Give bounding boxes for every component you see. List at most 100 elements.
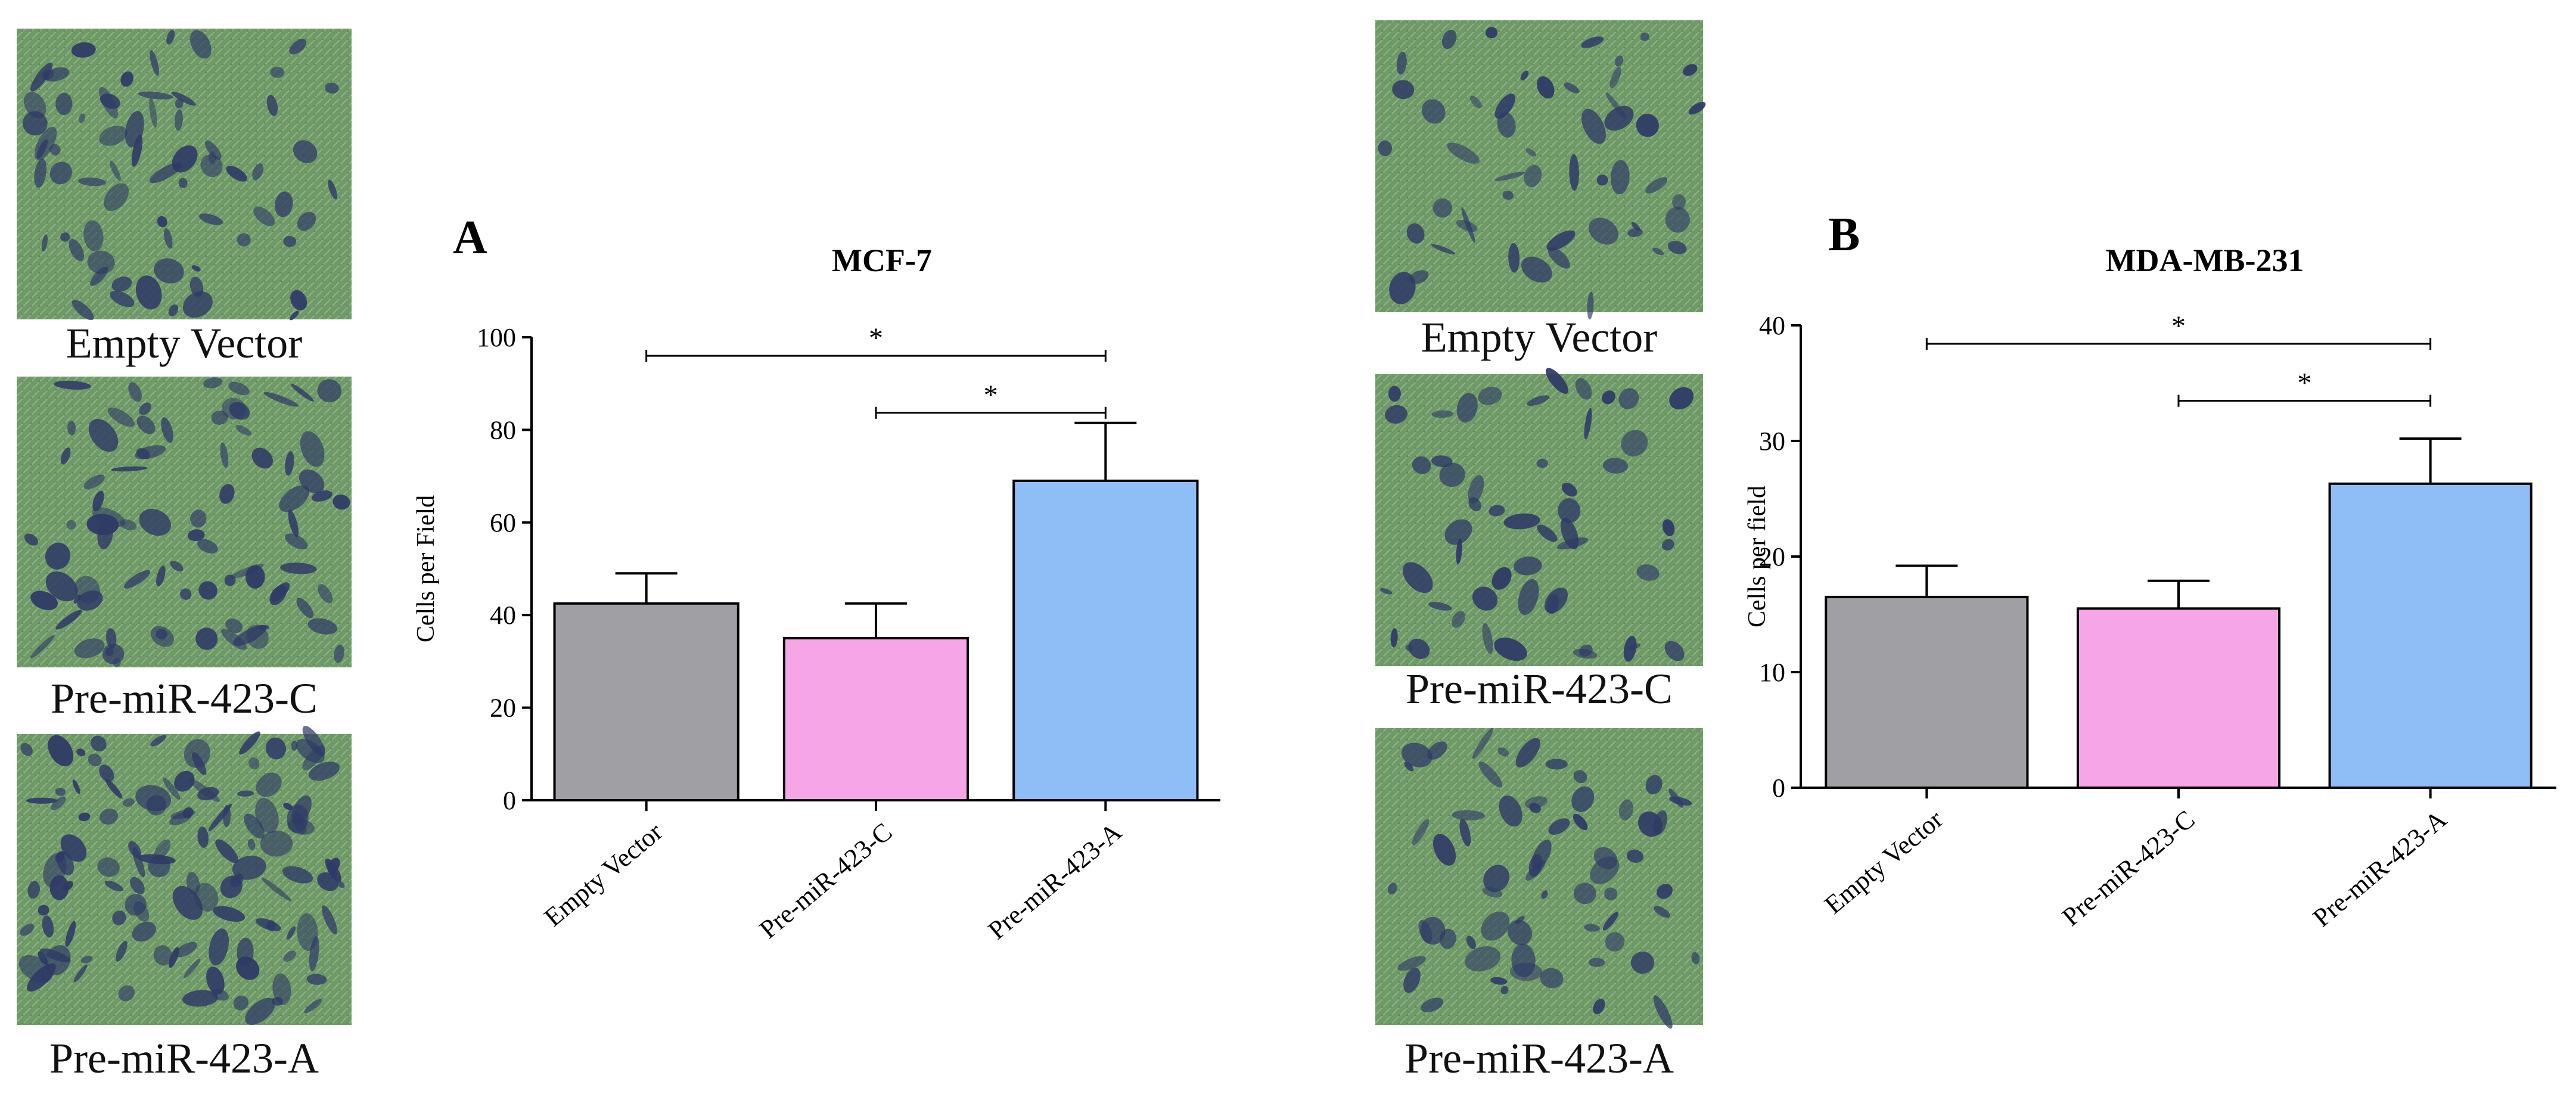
cell-blob bbox=[72, 779, 80, 794]
cell-blob bbox=[38, 905, 49, 916]
cell-blob bbox=[1615, 55, 1624, 67]
cell-blob bbox=[265, 737, 287, 760]
bar bbox=[1012, 479, 1199, 801]
cell-blob bbox=[307, 618, 338, 635]
cell-blob bbox=[51, 796, 66, 810]
y-tick-label: 10 bbox=[1759, 658, 1785, 687]
caption-pre-mir-423-a-a: Pre-miR-423-A bbox=[49, 1034, 319, 1082]
cell-blob bbox=[175, 941, 197, 958]
cell-blob bbox=[1664, 641, 1685, 661]
cell-blob bbox=[79, 113, 86, 123]
cell-blob bbox=[149, 97, 157, 128]
cell-blob bbox=[1497, 111, 1516, 138]
micrograph-pre-mir-423-a-b-cells bbox=[1387, 728, 1700, 1029]
cell-blob bbox=[99, 764, 114, 782]
cell-blob bbox=[26, 797, 58, 804]
cell-blob bbox=[1515, 738, 1540, 768]
cell-blob bbox=[122, 798, 135, 807]
cell-blob bbox=[1508, 243, 1520, 273]
cell-blob bbox=[48, 735, 74, 767]
cell-blob bbox=[88, 753, 102, 766]
cell-blob bbox=[1610, 160, 1630, 195]
cell-blob bbox=[200, 154, 223, 178]
cell-blob bbox=[233, 995, 248, 1011]
cell-blob bbox=[1645, 775, 1663, 795]
cell-blob bbox=[111, 466, 148, 472]
cell-blob bbox=[178, 178, 188, 188]
cell-blob bbox=[150, 50, 159, 76]
cell-blob bbox=[1645, 177, 1668, 194]
cell-blob bbox=[219, 484, 235, 504]
cell-blob bbox=[253, 206, 275, 226]
cell-blob bbox=[1502, 191, 1514, 200]
cell-blob bbox=[78, 177, 107, 187]
bar-chart-mda-mb-231: 0 10 20 30 40 Cells per field Empty Vector Pre-… bbox=[1744, 310, 2556, 933]
cell-blob bbox=[1392, 80, 1415, 100]
cell-blob bbox=[251, 447, 274, 469]
micrograph-pre-mir-423-c-a-cells bbox=[24, 377, 350, 667]
cell-blob bbox=[105, 778, 123, 799]
cell-blob bbox=[1669, 387, 1694, 410]
cell-blob bbox=[1605, 932, 1625, 952]
cell-blob bbox=[1672, 194, 1686, 210]
cell-blob bbox=[107, 407, 135, 427]
cell-blob bbox=[237, 790, 254, 797]
cell-blob bbox=[299, 469, 325, 493]
cell-blob bbox=[20, 742, 33, 756]
cell-blob bbox=[255, 798, 279, 834]
cell-blob bbox=[138, 91, 173, 100]
cell-blob bbox=[1469, 95, 1482, 108]
cell-blob bbox=[1378, 140, 1393, 157]
cell-blob bbox=[1661, 539, 1674, 551]
cell-blob bbox=[237, 937, 254, 966]
cell-blob bbox=[317, 872, 338, 891]
cell-blob bbox=[128, 382, 142, 402]
chart-title-b: MDA-MB-231 bbox=[2106, 243, 2304, 278]
cell-blob bbox=[1602, 458, 1629, 474]
cell-blob bbox=[209, 928, 229, 966]
cell-blob bbox=[189, 30, 212, 59]
micrograph-empty-vector-a-cells bbox=[23, 30, 339, 321]
x-category-label: Empty Vector bbox=[1819, 804, 1949, 920]
cell-blob bbox=[1431, 455, 1453, 467]
significance-label: * bbox=[2297, 368, 2311, 399]
cell-blob bbox=[1508, 919, 1533, 946]
cell-blob bbox=[55, 788, 66, 796]
cell-blob bbox=[1640, 32, 1649, 41]
y-tick-label: 20 bbox=[490, 694, 516, 723]
cell-blob bbox=[116, 940, 128, 962]
cell-blob bbox=[194, 882, 219, 912]
cell-blob bbox=[225, 618, 243, 633]
cell-blob bbox=[1421, 99, 1446, 124]
y-tick-label: 0 bbox=[503, 786, 516, 815]
cell-blob bbox=[333, 494, 350, 510]
cell-blob bbox=[280, 562, 317, 574]
panel-a-micrographs: Empty Vector Pre-miR-423-C Pre-miR-423-A bbox=[17, 29, 352, 1082]
cell-blob bbox=[1569, 154, 1579, 191]
cell-blob bbox=[131, 134, 143, 167]
cell-blob bbox=[203, 377, 223, 389]
cell-blob bbox=[30, 635, 55, 658]
cell-blob bbox=[1389, 272, 1416, 304]
cell-blob bbox=[175, 109, 183, 131]
cell-blob bbox=[74, 576, 101, 604]
cell-blob bbox=[1421, 997, 1444, 1012]
cell-blob bbox=[237, 233, 251, 247]
cell-blob bbox=[306, 974, 327, 985]
cell-blob bbox=[1388, 386, 1401, 402]
x-category-label: Pre-miR-423-C bbox=[754, 817, 897, 944]
cell-blob bbox=[49, 144, 61, 156]
caption-pre-mir-423-c-b: Pre-miR-423-C bbox=[1406, 665, 1673, 713]
cell-blob bbox=[1654, 906, 1670, 918]
cell-blob bbox=[65, 921, 76, 947]
cell-blob bbox=[87, 250, 115, 275]
cell-blob bbox=[99, 125, 128, 146]
cell-blob bbox=[49, 161, 72, 185]
cell-blob bbox=[90, 735, 107, 752]
micrograph-empty-vector-b-cells bbox=[1378, 27, 1706, 320]
x-category-label: Empty Vector bbox=[539, 817, 668, 933]
cell-blob bbox=[1439, 928, 1456, 949]
cell-blob bbox=[1604, 887, 1618, 901]
cell-blob bbox=[213, 906, 246, 922]
